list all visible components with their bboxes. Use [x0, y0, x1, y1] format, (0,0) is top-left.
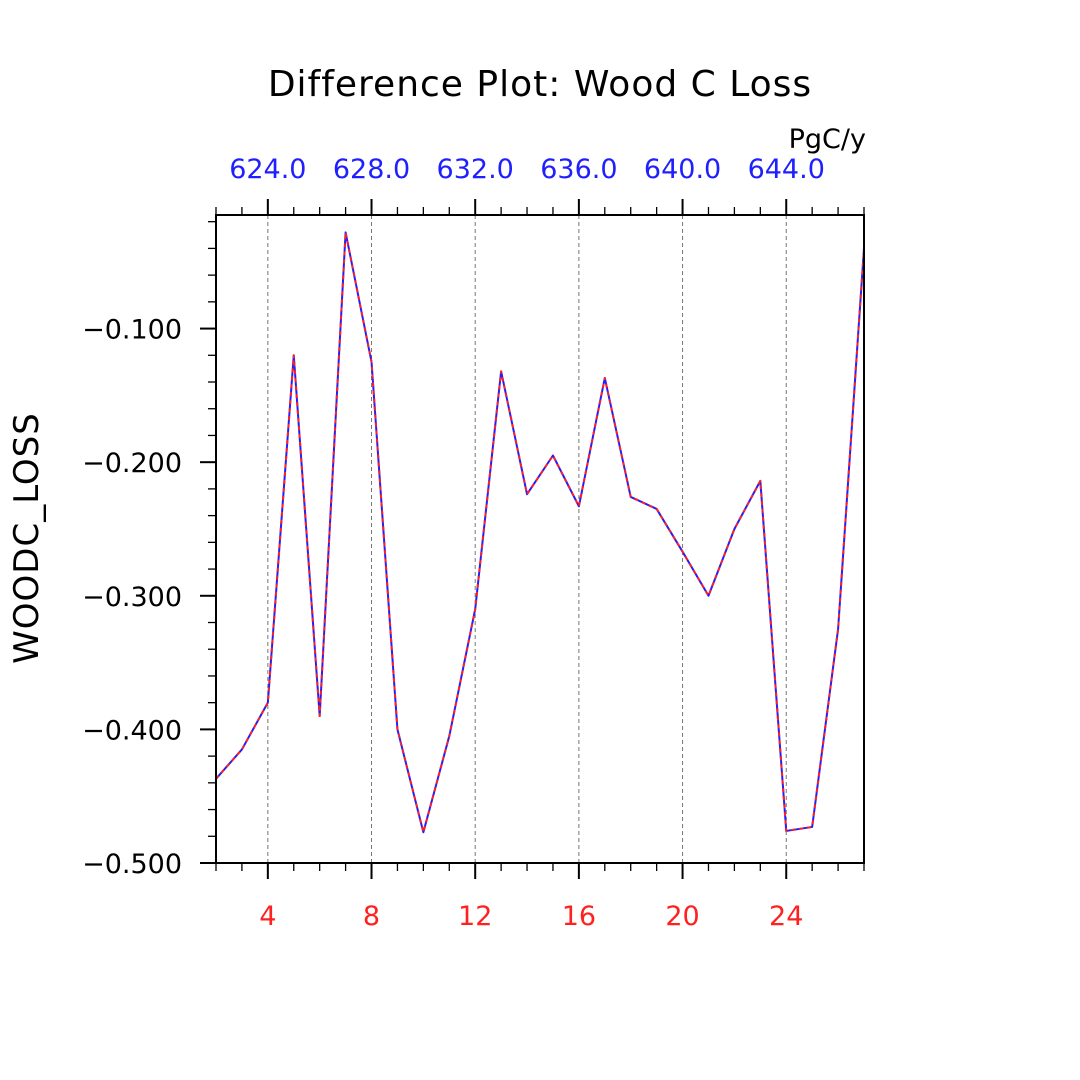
x-top-tick-label: 624.0 [229, 154, 306, 185]
tick-labels: 4 8 12 16 20 24 624.0 628.0 632.0 636.0 640.0 644.0… [82, 154, 825, 932]
y-tick-label: −0.200 [82, 448, 182, 479]
y-tick-label: −0.100 [82, 315, 182, 346]
x-bottom-tick-label: 24 [769, 901, 803, 932]
x-top-tick-label: 636.0 [540, 154, 617, 185]
x-top-tick-label: 640.0 [644, 154, 721, 185]
y-tick-label: −0.400 [82, 715, 182, 746]
y-tick-label: −0.300 [82, 582, 182, 613]
x-bottom-tick-label: 20 [665, 901, 699, 932]
y-axis-label: WOODC_LOSS [7, 412, 47, 664]
series-line-1 [215, 231, 865, 834]
x-top-tick-label: 628.0 [333, 154, 410, 185]
tick-marks [200, 199, 865, 879]
chart-title: Difference Plot: Wood C Loss [268, 64, 812, 105]
x-top-tick-label: 632.0 [437, 154, 514, 185]
plot-frame [215, 214, 865, 864]
series-group [215, 231, 865, 834]
x-top-tick-label: 644.0 [748, 154, 825, 185]
x-bottom-tick-label: 16 [562, 901, 596, 932]
grid [267, 215, 787, 863]
y-tick-label: −0.500 [82, 849, 182, 880]
units-label: PgC/y [789, 124, 866, 155]
x-bottom-tick-label: 4 [259, 901, 276, 932]
x-bottom-tick-label: 8 [363, 901, 380, 932]
x-bottom-tick-label: 12 [458, 901, 492, 932]
series-line-0 [215, 231, 865, 834]
